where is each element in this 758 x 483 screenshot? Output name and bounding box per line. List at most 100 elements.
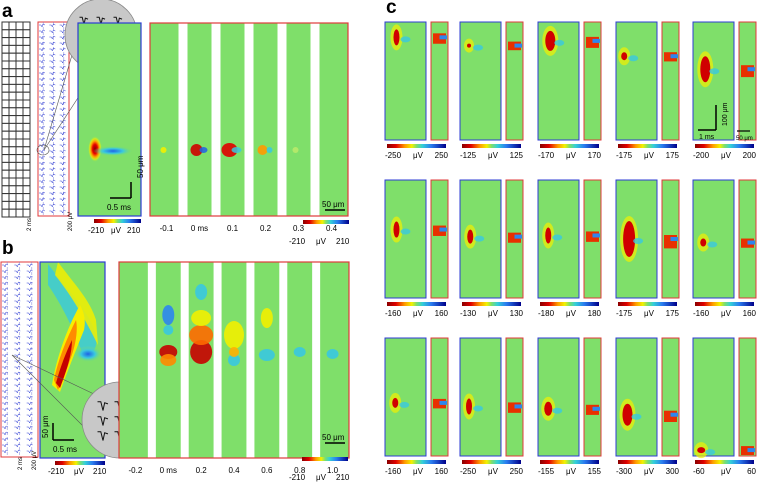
probe-traces xyxy=(2,262,33,457)
probe-waveform xyxy=(26,299,33,304)
probe-waveform xyxy=(14,389,21,394)
probe-waveform xyxy=(2,419,9,424)
unit-colorbar-max: 155 xyxy=(588,467,602,476)
electrode-cell xyxy=(22,177,31,187)
electrode-cell xyxy=(15,185,24,195)
unit-side-map xyxy=(583,21,602,141)
frame-cool-mark xyxy=(326,349,339,359)
probe-waveform xyxy=(49,23,56,28)
frame-cool-mark xyxy=(163,325,174,335)
unit-colorbar-min: -250 xyxy=(460,467,477,476)
probe-waveform xyxy=(59,77,66,82)
electrode-cell xyxy=(22,146,31,156)
unit-colorbar xyxy=(540,144,599,148)
unit-colorbar-max: 175 xyxy=(666,309,680,318)
probe-waveform xyxy=(39,89,46,94)
electrode-cell xyxy=(1,208,10,218)
probe-waveform xyxy=(39,167,46,172)
unit-side-cool xyxy=(592,406,600,411)
electrode-cell xyxy=(15,83,24,93)
unit-colorbar-max: 160 xyxy=(435,309,449,318)
probe-waveform xyxy=(49,185,56,190)
probe-waveform xyxy=(14,293,21,298)
unit-cool-mark xyxy=(474,235,485,242)
unit-cell: -200 μV 200 xyxy=(692,21,757,160)
probe-waveform xyxy=(39,191,46,196)
electrode-cell xyxy=(22,169,31,179)
probe-waveform xyxy=(39,209,46,214)
frame-time-label: 0.8 xyxy=(294,466,306,475)
colorbar-frames xyxy=(302,457,348,461)
electrode-cell xyxy=(8,115,17,124)
space-scale-label: 50 μm xyxy=(136,155,145,178)
probe-waveform xyxy=(26,281,33,286)
probe-waveform xyxy=(49,29,56,34)
frame-gap xyxy=(310,23,320,216)
frame-gap xyxy=(213,262,222,458)
probe-waveform xyxy=(14,287,21,292)
frame-gap xyxy=(312,262,321,458)
unit-side-map xyxy=(430,21,449,141)
unit-colorbar-unit: μV xyxy=(488,151,499,160)
probe-waveform xyxy=(2,371,9,376)
probe-waveform xyxy=(49,149,56,154)
electrode-cell xyxy=(22,37,31,46)
unit-colorbar-unit: μV xyxy=(566,151,577,160)
electrode-cell xyxy=(22,161,31,171)
unit-cool-mark xyxy=(554,39,565,46)
electrode-cell xyxy=(22,185,31,195)
probe-waveform xyxy=(49,203,56,208)
frame-gap xyxy=(211,23,221,216)
unit-side-map xyxy=(430,337,449,457)
probe-waveform xyxy=(26,341,33,346)
colorbar-frames-unit: μV xyxy=(316,237,327,246)
unit-colorbar-min: -175 xyxy=(616,309,633,318)
probe-waveform xyxy=(2,365,9,370)
unit-colorbar xyxy=(540,302,599,306)
panel-b: b 2 ms 200 μV 0.5 ms 50 μm -210 μV 210 -… xyxy=(0,238,350,482)
probe-waveform xyxy=(26,419,33,424)
unit-hot-mark xyxy=(545,227,552,244)
time-scale-label: 0.5 ms xyxy=(107,203,131,212)
frame-cool-mark xyxy=(231,147,242,153)
probe-waveform xyxy=(59,41,66,46)
unit-colorbar xyxy=(618,460,677,464)
probe-waveform xyxy=(26,443,33,448)
probe-waveform xyxy=(39,77,46,82)
zoom-source xyxy=(36,144,50,156)
colorbar-main xyxy=(94,219,141,223)
unit-colorbar-max: 170 xyxy=(588,151,602,160)
unit-side-cool xyxy=(439,227,447,232)
probe-waveform xyxy=(2,263,9,268)
probe-waveform xyxy=(49,119,56,124)
probe-waveform xyxy=(39,161,46,166)
probe-waveform xyxy=(39,101,46,106)
frame-series: -0.2 0 ms 0.2 0.4 0.6 0.8 1.0 xyxy=(129,262,339,475)
unit-side-cool xyxy=(747,448,755,453)
electrode-cell xyxy=(1,107,10,117)
unit-colorbar-max: 160 xyxy=(435,467,449,476)
probe-waveform xyxy=(59,161,66,166)
probe-waveform xyxy=(59,53,66,58)
electrode-cell xyxy=(15,29,24,39)
unit-colorbar-unit: μV xyxy=(644,151,655,160)
cool-band xyxy=(48,264,97,352)
probe-waveform xyxy=(39,173,46,178)
cool-spot xyxy=(93,146,133,156)
frame-hot-mark xyxy=(292,147,299,153)
frame-gap xyxy=(147,262,156,458)
frame-time-label: 0.1 xyxy=(227,224,239,233)
probe-waveform xyxy=(26,425,33,430)
unit-cell: -175 μV 175 xyxy=(615,21,680,160)
probe-waveform xyxy=(39,65,46,70)
probe-waveform xyxy=(59,125,66,130)
electrode-cell xyxy=(22,107,31,117)
unit-colorbar-unit: μV xyxy=(488,309,499,318)
electrode-cell xyxy=(8,107,17,117)
electrode-grid xyxy=(1,21,31,218)
unit-cell: -60 μV 60 xyxy=(692,337,757,476)
unit-cool-mark xyxy=(400,228,411,235)
probe-waveform xyxy=(26,275,33,280)
probe-waveform xyxy=(14,353,21,358)
electrode-cell xyxy=(22,130,31,140)
